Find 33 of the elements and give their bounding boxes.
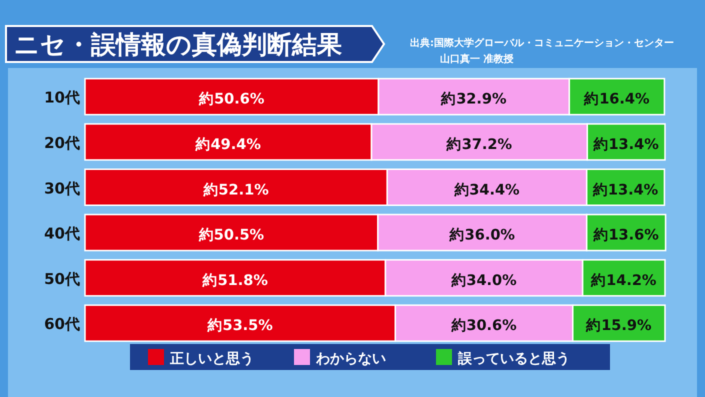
data-label: 約32.9% [440,90,508,108]
data-label: 約50.6% [198,90,265,108]
data-label: 約34.4% [453,181,520,198]
y-tick-label: 40代 [44,224,80,243]
y-tick-label: 30代 [44,179,80,198]
legend-item: 正しいと思う [148,349,254,367]
data-label: 約13.4% [592,136,660,153]
data-label: 約52.1% [202,181,270,198]
y-tick-label: 60代 [44,315,80,334]
legend-item: わからない [294,349,386,367]
data-label: 約16.4% [583,90,650,108]
y-tick-label: 50代 [44,270,80,288]
data-label: 約37.2% [446,136,513,153]
y-tick-label: 10代 [44,88,80,107]
data-label: 約53.5% [206,317,274,334]
data-label: 約13.4% [592,181,659,198]
data-label: 約49.4% [194,136,262,153]
data-label: 約30.6% [450,317,518,334]
legend-label: 誤っていると思う [457,350,570,367]
source-note: 出典:国際大学グローバル・コミュニケーション・センター [410,37,674,49]
legend-label: わからない [315,351,386,367]
data-label: 約14.2% [590,272,657,289]
series-label: 正しいと思う [169,351,254,367]
y-tick-label: 20代 [44,134,80,152]
data-label: 約13.6% [592,226,660,244]
data-label: 約36.0% [448,226,516,244]
data-label: 約51.8% [202,272,268,289]
legend-item: 誤っていると思う [436,349,570,367]
data-label: 約15.9% [585,317,652,334]
chart-title: ニセ・誤情報の真偽判断結果 [14,30,342,59]
data-label: 約50.5% [198,226,265,244]
data-label: 約34.0% [450,272,518,289]
text: 山口真一 准教授 [440,53,514,65]
